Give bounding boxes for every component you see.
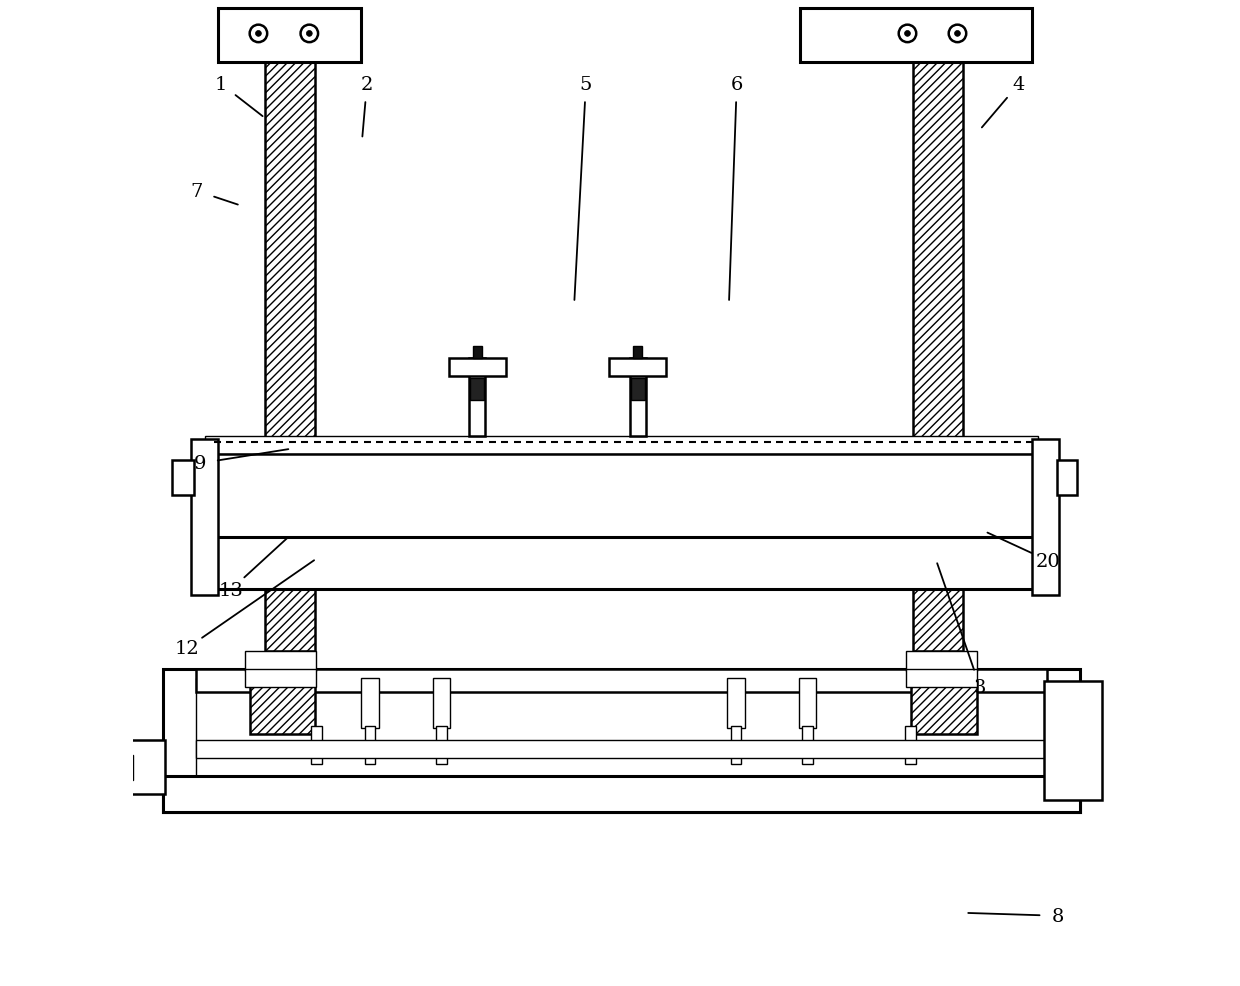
- Bar: [470, 379, 485, 400]
- Bar: [311, 727, 322, 764]
- Bar: [1056, 460, 1078, 496]
- Text: 4: 4: [1013, 76, 1025, 94]
- Bar: [1033, 440, 1059, 595]
- Bar: [800, 9, 1033, 63]
- Bar: [218, 9, 361, 63]
- Circle shape: [904, 32, 910, 37]
- Text: 7: 7: [191, 182, 203, 200]
- Bar: [449, 359, 506, 377]
- Bar: [905, 669, 977, 687]
- Circle shape: [255, 32, 262, 37]
- Bar: [911, 681, 977, 735]
- Bar: [191, 440, 218, 595]
- Text: 3: 3: [973, 678, 986, 696]
- Bar: [115, 740, 165, 794]
- Bar: [472, 347, 481, 359]
- Bar: [634, 347, 642, 359]
- Bar: [196, 678, 1047, 801]
- Bar: [730, 727, 742, 764]
- Bar: [609, 359, 666, 377]
- Text: 13: 13: [218, 581, 243, 599]
- Bar: [630, 359, 646, 437]
- Text: 12: 12: [175, 640, 200, 658]
- Bar: [433, 678, 450, 729]
- Circle shape: [306, 32, 312, 37]
- Bar: [162, 776, 1080, 812]
- Text: 6: 6: [730, 76, 743, 94]
- Bar: [115, 755, 134, 780]
- Bar: [205, 437, 1038, 455]
- Text: 8: 8: [1052, 907, 1064, 925]
- Bar: [365, 727, 376, 764]
- Bar: [246, 651, 316, 671]
- Bar: [802, 727, 813, 764]
- Bar: [196, 669, 1047, 693]
- Bar: [264, 60, 315, 651]
- Bar: [1044, 681, 1102, 801]
- Text: 9: 9: [193, 455, 206, 473]
- Bar: [205, 455, 1038, 537]
- Text: 1: 1: [215, 76, 227, 94]
- Circle shape: [300, 26, 319, 43]
- Text: 5: 5: [580, 76, 593, 94]
- Bar: [196, 740, 1047, 758]
- Bar: [727, 678, 745, 729]
- Circle shape: [949, 26, 966, 43]
- Text: 2: 2: [361, 76, 373, 94]
- Text: 20: 20: [1035, 552, 1060, 570]
- Bar: [361, 678, 379, 729]
- Bar: [205, 537, 1038, 589]
- Bar: [905, 727, 915, 764]
- Bar: [905, 651, 977, 671]
- Bar: [249, 681, 315, 735]
- Circle shape: [955, 32, 961, 37]
- Bar: [436, 727, 446, 764]
- Bar: [799, 678, 816, 729]
- Bar: [246, 669, 316, 687]
- Bar: [913, 60, 962, 651]
- Bar: [469, 359, 485, 437]
- Circle shape: [249, 26, 267, 43]
- Circle shape: [899, 26, 916, 43]
- Bar: [172, 460, 195, 496]
- Bar: [631, 379, 645, 400]
- Bar: [162, 669, 1080, 812]
